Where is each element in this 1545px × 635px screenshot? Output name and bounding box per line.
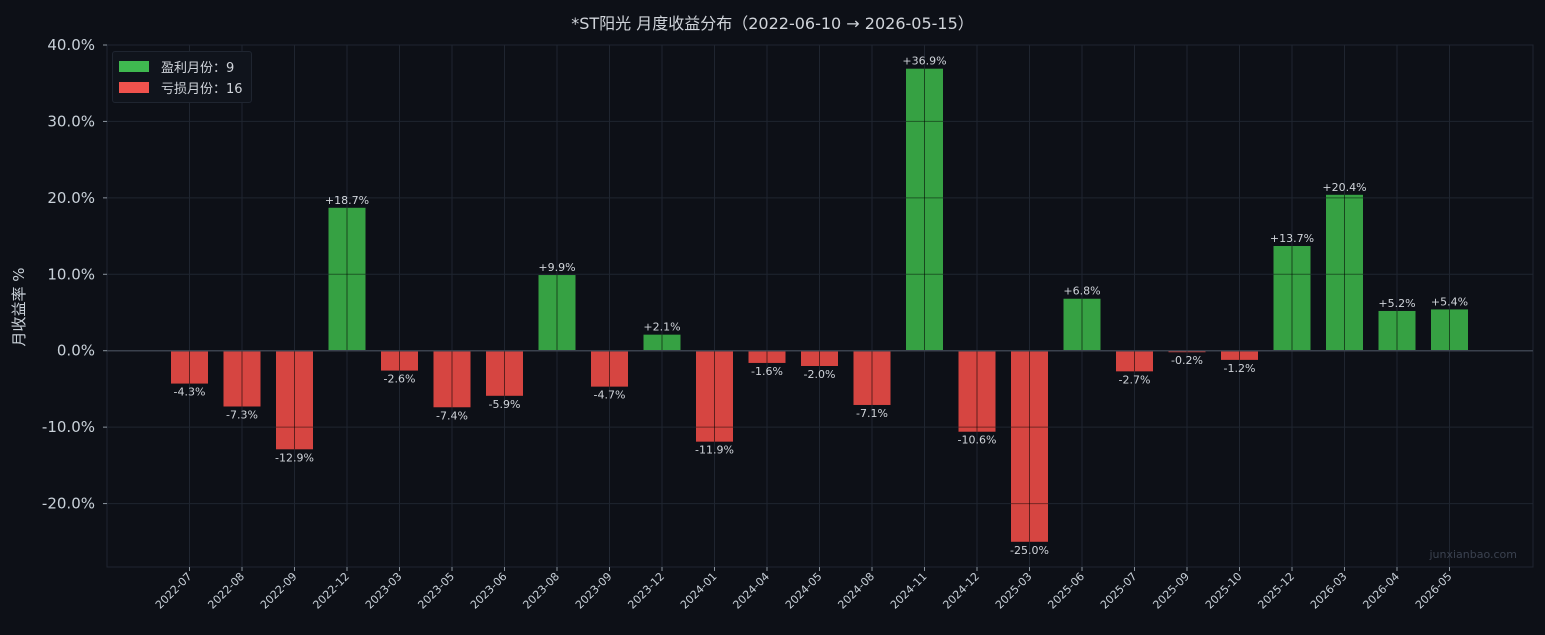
x-tick-label: 2025-10 — [1203, 570, 1245, 612]
y-tick-label: 30.0% — [47, 112, 95, 130]
y-tick-label: -10.0% — [42, 418, 95, 436]
data-label: -7.4% — [436, 409, 468, 422]
x-tick-label: 2022-07 — [153, 570, 195, 612]
y-tick-label: 40.0% — [47, 36, 95, 54]
x-tick-label: 2025-12 — [1255, 570, 1297, 612]
x-tick-label: 2024-05 — [783, 570, 825, 612]
x-tick-label: 2024-11 — [888, 570, 930, 612]
x-tick-label: 2025-03 — [993, 570, 1035, 612]
data-label: -4.3% — [174, 386, 206, 399]
x-tick-label: 2024-12 — [940, 570, 982, 612]
data-label: +18.7% — [325, 194, 369, 207]
legend: 盈利月份：9 亏损月份：16 — [112, 51, 252, 103]
legend-swatch-profit — [119, 61, 149, 72]
data-label: -25.0% — [1010, 544, 1049, 557]
data-label: -2.0% — [804, 368, 836, 381]
data-label: +20.4% — [1322, 181, 1366, 194]
legend-swatch-loss — [119, 82, 149, 93]
x-tick-label: 2024-01 — [678, 570, 720, 612]
data-label: -11.9% — [695, 444, 734, 457]
data-label: +9.9% — [538, 261, 575, 274]
legend-label-profit: 盈利月份：9 — [161, 61, 235, 76]
x-tick-label: 2025-09 — [1150, 570, 1192, 612]
data-label: -5.9% — [489, 398, 521, 411]
legend-item-profit: 盈利月份：9 — [119, 56, 243, 77]
data-label: -2.7% — [1119, 373, 1151, 386]
y-tick-label: -20.0% — [42, 495, 95, 513]
x-tick-label: 2023-05 — [415, 570, 457, 612]
x-tick-label: 2025-07 — [1098, 570, 1140, 612]
watermark: junxianbao.com — [1429, 548, 1517, 561]
x-tick-label: 2024-04 — [730, 570, 772, 612]
x-tick-label: 2023-06 — [468, 570, 510, 612]
x-tick-label: 2023-09 — [573, 570, 615, 612]
x-tick-label: 2022-09 — [258, 570, 300, 612]
chart-title: *ST阳光 月度收益分布（2022-06-10 → 2026-05-15） — [571, 14, 974, 33]
x-tick-label: 2024-08 — [835, 570, 877, 612]
x-tick-label: 2023-03 — [363, 570, 405, 612]
data-label: +5.2% — [1378, 297, 1415, 310]
data-label: +6.8% — [1063, 285, 1100, 298]
x-tick-label: 2026-03 — [1308, 570, 1350, 612]
x-tick-label: 2023-12 — [625, 570, 667, 612]
x-tick-label: 2026-05 — [1413, 570, 1455, 612]
y-tick-label: 0.0% — [57, 342, 95, 360]
data-label: -12.9% — [275, 451, 314, 464]
data-label: -2.6% — [384, 373, 416, 386]
data-label: -7.1% — [856, 407, 888, 420]
data-label: +13.7% — [1270, 232, 1314, 245]
legend-item-loss: 亏损月份：16 — [119, 77, 243, 98]
legend-label-loss: 亏损月份：16 — [161, 82, 243, 97]
y-tick-label: 20.0% — [47, 189, 95, 207]
x-tick-label: 2025-06 — [1045, 570, 1087, 612]
data-label: -7.3% — [226, 409, 258, 422]
data-label: -1.6% — [751, 365, 783, 378]
data-label: +2.1% — [643, 321, 680, 334]
data-label: -10.6% — [958, 434, 997, 447]
data-label: -4.7% — [594, 389, 626, 402]
data-label: -1.2% — [1224, 362, 1256, 375]
data-label: -0.2% — [1171, 354, 1203, 367]
x-tick-label: 2022-12 — [310, 570, 352, 612]
data-label: +36.9% — [902, 55, 946, 68]
x-tick-label: 2026-04 — [1360, 570, 1402, 612]
x-tick-label: 2022-08 — [205, 570, 247, 612]
y-tick-label: 10.0% — [47, 265, 95, 283]
data-label: +5.4% — [1431, 295, 1468, 308]
x-tick-label: 2023-08 — [520, 570, 562, 612]
